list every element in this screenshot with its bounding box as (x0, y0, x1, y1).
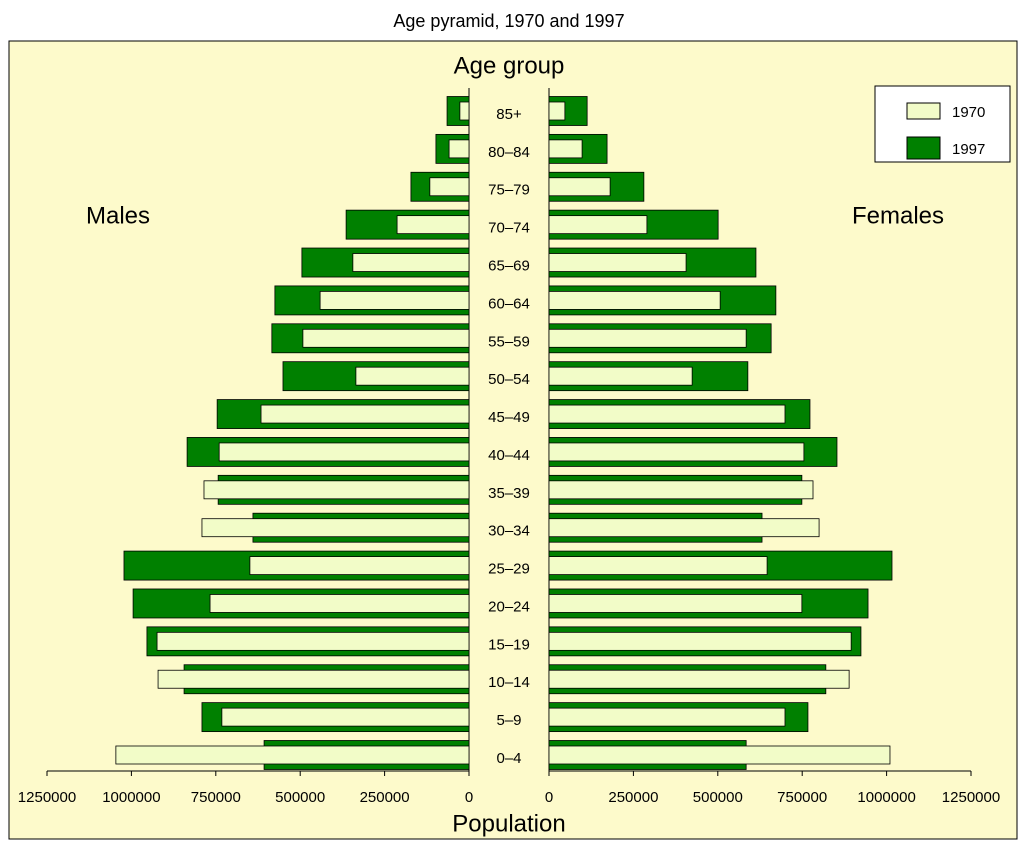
category-label: 55–59 (488, 333, 530, 350)
bar-male (260, 404, 470, 424)
bar-male (249, 556, 470, 575)
bar-female (548, 139, 583, 159)
x-tick-label: 250000 (360, 789, 410, 806)
x-tick-label: 750000 (191, 789, 241, 806)
category-label: 40–44 (488, 447, 530, 464)
bar-female (548, 631, 852, 651)
x-tick-label: 250000 (608, 789, 658, 806)
bar-male (396, 215, 470, 235)
category-label: 80–84 (488, 144, 530, 161)
category-label: 0–4 (496, 750, 521, 767)
x-tick-label: 0 (465, 789, 473, 806)
chart-title: Age pyramid, 1970 and 1997 (393, 11, 624, 31)
bar-female (548, 594, 803, 613)
bar-female (548, 366, 693, 386)
bar-male (203, 480, 470, 500)
category-axis-label: Age group (454, 52, 565, 79)
males-label: Males (86, 202, 150, 229)
category-label: 75–79 (488, 182, 530, 199)
category-label: 45–49 (488, 409, 530, 426)
x-axis-label: Population (452, 810, 565, 837)
x-tick-label: 1250000 (942, 789, 1000, 806)
x-tick-label: 1250000 (18, 789, 76, 806)
bar-male (115, 745, 470, 765)
bar-male (201, 518, 470, 538)
legend-label: 1997 (952, 141, 985, 158)
x-tick-label: 750000 (777, 789, 827, 806)
bar-female (548, 101, 566, 121)
bar-male (156, 631, 470, 651)
x-tick-label: 500000 (693, 789, 743, 806)
bar-male (221, 707, 470, 727)
bar-female (548, 328, 747, 348)
category-label: 60–64 (488, 295, 530, 312)
category-label: 85+ (496, 106, 522, 123)
category-label: 70–74 (488, 220, 530, 237)
category-label: 20–24 (488, 598, 530, 615)
legend-swatch (906, 136, 941, 160)
category-label: 65–69 (488, 257, 530, 274)
bar-female (548, 745, 891, 765)
bar-female (548, 707, 786, 727)
legend (874, 85, 1011, 163)
bar-male (218, 442, 470, 462)
category-label: 35–39 (488, 485, 530, 502)
legend-label: 1970 (952, 104, 985, 121)
bar-male (355, 366, 470, 386)
bar-female (548, 253, 687, 272)
x-tick-label: 500000 (275, 789, 325, 806)
category-label: 5–9 (496, 712, 521, 729)
bar-male (209, 594, 470, 613)
bar-male (352, 253, 470, 272)
category-label: 25–29 (488, 561, 530, 578)
x-tick-label: 0 (545, 789, 553, 806)
category-label: 15–19 (488, 636, 530, 653)
bar-female (548, 442, 805, 462)
bar-male (157, 669, 470, 689)
plot-area (8, 40, 1018, 840)
bar-male (459, 101, 470, 121)
bar-female (548, 669, 850, 689)
bar-female (548, 518, 820, 538)
bar-female (548, 291, 721, 310)
category-label: 50–54 (488, 371, 530, 388)
category-label: 10–14 (488, 674, 530, 691)
bar-female (548, 556, 768, 575)
females-label: Females (852, 202, 944, 229)
category-label: 30–34 (488, 523, 530, 540)
bar-male (319, 291, 470, 310)
bar-male (448, 139, 470, 159)
bar-female (548, 480, 814, 500)
legend-swatch (906, 102, 941, 120)
bar-male (429, 177, 470, 197)
bar-female (548, 177, 611, 197)
bar-female (548, 404, 786, 424)
bar-female (548, 215, 648, 235)
bar-male (302, 328, 470, 348)
x-tick-label: 1000000 (857, 789, 915, 806)
x-tick-label: 1000000 (102, 789, 160, 806)
